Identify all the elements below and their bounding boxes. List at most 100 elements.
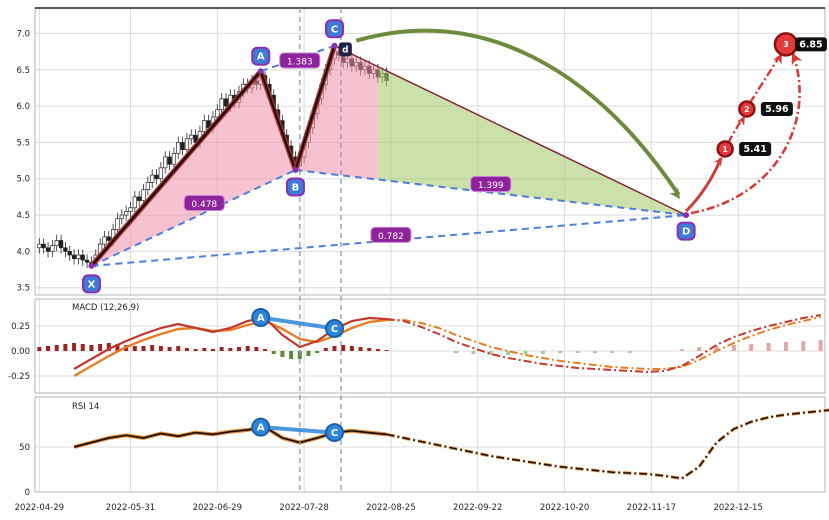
x-tick-label: 2022-05-31 xyxy=(106,503,155,513)
candle-body xyxy=(115,218,120,230)
candle-body xyxy=(76,254,81,260)
ratio-value: 1.399 xyxy=(478,181,504,191)
macd-hist-bar xyxy=(202,348,207,351)
price-targets: 1 5.41 2 5.96 3 6.85 xyxy=(716,32,827,158)
y-tick-label: 3.5 xyxy=(16,284,30,294)
macd-hist-bar xyxy=(341,345,346,351)
macd-hist-bar xyxy=(98,344,103,351)
macd-hist-bar xyxy=(289,351,294,359)
candle-body xyxy=(124,211,129,216)
macd-hist-bar xyxy=(184,348,189,351)
x-tick-label: 2022-10-20 xyxy=(540,503,589,513)
macd-hist-bar xyxy=(749,344,754,351)
green-arrow-path xyxy=(355,28,681,196)
red-path-swoop xyxy=(690,52,801,215)
macd-hist-bar xyxy=(132,346,137,351)
y-tick-label: 50 xyxy=(19,443,30,453)
macd-hist-bar xyxy=(193,349,198,351)
candle-body xyxy=(202,120,207,132)
pattern-fill-xab xyxy=(91,71,296,266)
macd-hist-bar xyxy=(158,346,163,351)
marker-letter: A xyxy=(257,313,265,324)
candle-body xyxy=(150,174,155,183)
macd-hist-bar xyxy=(454,351,459,353)
pattern-point-letter: D xyxy=(682,227,690,238)
x-tick-label: 2022-09-22 xyxy=(453,503,502,513)
divergence-marker-C[interactable] xyxy=(325,423,345,443)
macd-hist-bar xyxy=(167,347,172,351)
candle-body xyxy=(145,182,151,190)
candle-body xyxy=(167,156,172,165)
candle-body xyxy=(184,138,190,151)
pattern-point-C[interactable] xyxy=(325,19,345,39)
candle-body xyxy=(106,236,111,241)
candle-body xyxy=(132,196,137,209)
macd-hist-bar xyxy=(349,346,354,351)
y-tick-label: 4.5 xyxy=(16,211,30,221)
pattern-point-letter: A xyxy=(257,52,265,63)
macd-hist-bar xyxy=(323,348,328,351)
red-path-solid xyxy=(685,157,723,213)
macd-hist-bar xyxy=(367,348,372,351)
macd-hist-bar xyxy=(115,344,120,351)
pattern-point-dot xyxy=(257,68,264,75)
leg-BC xyxy=(294,44,336,172)
candle-body xyxy=(54,240,59,246)
leg-CD xyxy=(334,45,687,216)
macd-hist-bar xyxy=(540,351,545,354)
target-marker[interactable] xyxy=(738,100,756,118)
candle-body xyxy=(80,254,85,261)
x-tick-label: 2022-07-28 xyxy=(279,503,328,513)
ratio-label-box xyxy=(183,194,225,211)
pattern-point-B[interactable] xyxy=(285,177,305,197)
candle-body xyxy=(215,109,220,118)
macd-hist-bar xyxy=(72,343,77,351)
macd-hist-bar xyxy=(714,346,719,351)
y-tick-label: 5.0 xyxy=(16,175,30,185)
target-number: 1 xyxy=(723,145,728,154)
divergence-marker-A[interactable] xyxy=(251,308,271,327)
rsi-projection xyxy=(386,409,829,480)
target-price: 5.41 xyxy=(743,144,766,155)
macd-hist-bar xyxy=(558,351,563,353)
marker-letter: C xyxy=(331,428,338,439)
x-tick-label: 2022-08-25 xyxy=(366,503,415,513)
ratio-value: 1.383 xyxy=(287,58,313,68)
pattern-point-D[interactable] xyxy=(676,221,696,241)
leg-AB xyxy=(259,70,297,172)
x-tick-label: 2022-06-29 xyxy=(193,503,242,513)
arrowhead xyxy=(791,52,803,66)
red-target-path xyxy=(685,52,803,215)
macd-hist-bar xyxy=(801,341,806,351)
macd-hist-bar xyxy=(375,349,380,351)
candle-body xyxy=(71,254,77,260)
macd-signal-projection xyxy=(386,316,821,370)
macd-hist-bar xyxy=(315,351,320,353)
d-annotation xyxy=(338,42,352,57)
divergence-marker-A[interactable] xyxy=(251,417,271,437)
y-tick-label: 7.0 xyxy=(16,29,30,39)
marker-letter: C xyxy=(331,324,338,335)
pattern-point-dot xyxy=(331,42,338,49)
divergence-marker-C[interactable] xyxy=(325,319,345,338)
macd-hist-bar xyxy=(176,346,181,351)
macd-hist-bar xyxy=(237,347,242,351)
divergence-link xyxy=(260,425,335,435)
candle-body xyxy=(119,214,124,220)
target-marker[interactable] xyxy=(716,140,734,158)
target-price: 5.96 xyxy=(765,104,789,115)
pattern-point-letter: B xyxy=(292,183,300,194)
pattern-point-A[interactable] xyxy=(251,46,271,66)
x-tick-label: 2022-04-29 xyxy=(15,503,64,513)
ratio-label-box xyxy=(370,226,412,243)
macd-hist-bar xyxy=(679,349,684,351)
x-tick-label: 2022-11-17 xyxy=(627,503,676,513)
macd-hist-bar xyxy=(80,344,85,351)
macd-hist-bar xyxy=(280,351,285,357)
pattern-point-X[interactable] xyxy=(81,274,101,294)
macd-hist-bar xyxy=(89,345,94,351)
macd-hist-bar xyxy=(766,343,771,351)
macd-hist-bar xyxy=(150,345,155,351)
